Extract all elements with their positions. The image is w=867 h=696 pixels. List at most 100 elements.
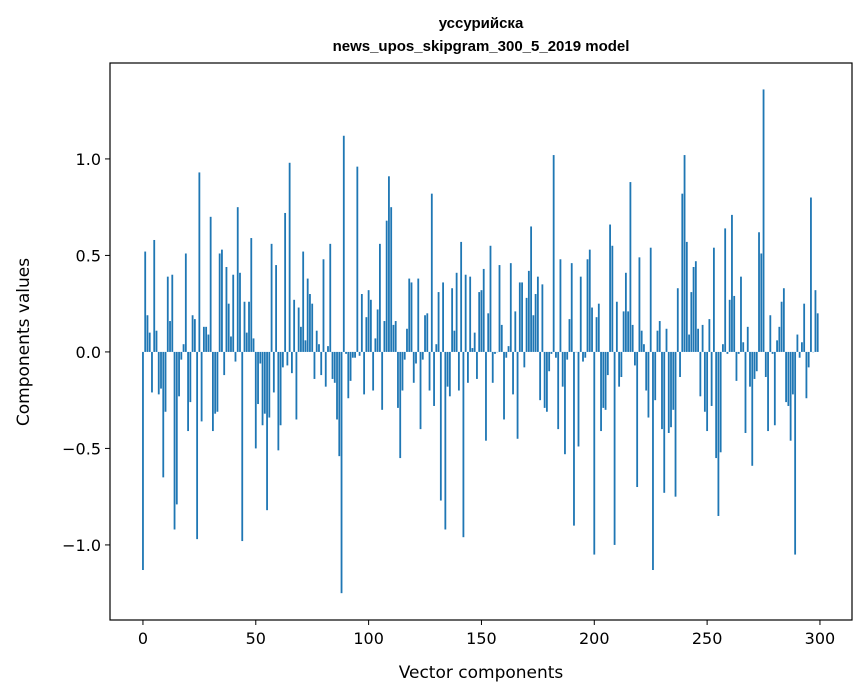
bar [737,351,740,354]
bar [421,351,424,360]
bar [437,292,440,352]
bar [613,351,616,545]
bar [146,315,149,352]
bar [810,197,812,352]
bar [453,330,456,352]
bar [645,351,648,391]
bar [234,351,237,362]
bar [579,276,582,352]
bar [365,317,368,352]
bar [464,274,467,352]
bar [803,303,806,352]
bar [313,351,316,379]
bar [676,288,679,352]
bar [588,249,591,352]
bar [216,351,219,412]
bar [500,324,503,352]
bar [333,351,336,383]
bar [573,351,575,526]
bar [281,351,284,368]
bar [254,351,257,449]
bar [487,313,490,352]
bar [297,307,300,352]
bar [518,282,521,352]
bar [451,288,454,352]
bar [762,89,765,352]
bar [769,315,772,352]
bar [771,351,774,354]
bar [406,328,408,352]
bar [148,332,151,352]
bar [248,301,250,352]
bar [789,351,792,441]
bar [417,278,420,352]
bar [473,332,476,352]
bar [494,351,496,354]
bar [577,351,580,447]
bar [685,241,688,352]
bar [798,351,801,358]
bar [708,319,711,352]
x-tick-label: 150 [466,629,497,648]
bar [498,265,501,352]
chart-subtitle: news_upos_skipgram_300_5_2019 model [333,38,630,55]
bar [383,321,386,352]
bar [509,263,512,352]
bar [485,351,487,441]
bar [629,182,632,352]
bar [462,351,465,538]
bar [807,351,810,368]
bar [209,216,212,352]
bar [424,315,426,352]
y-tick-label: 0.5 [76,246,101,265]
bar [270,243,273,352]
bar [354,351,356,358]
bar [764,351,767,378]
bar [717,351,720,516]
bar [367,290,370,352]
bar [631,324,634,352]
bar [345,351,347,354]
bar [514,311,517,352]
bar [460,241,463,352]
bar [266,351,268,511]
bar [169,321,171,352]
bar [189,351,192,403]
bar [200,351,203,422]
bar [439,351,442,501]
bar [785,351,788,403]
bar [523,351,526,368]
bar [162,351,165,478]
bar [467,351,469,383]
bar [582,351,584,362]
bar [351,351,354,358]
bar [342,135,345,352]
bar [311,303,314,352]
y-axis-label: Components values [14,258,34,426]
bar [478,292,481,352]
bar [340,351,343,594]
bar [679,351,681,378]
bar [410,282,413,352]
bar [207,334,210,352]
bar [663,351,666,493]
bar [735,351,738,381]
bar [627,311,630,352]
bar [223,351,226,376]
bar [304,340,307,352]
bar [180,351,183,360]
bar [697,328,699,352]
bar [555,351,557,358]
bar [394,321,397,352]
bar [719,351,722,453]
bar [527,270,530,352]
bar [796,334,799,352]
bar [780,301,783,352]
bar [545,351,548,412]
bar [444,351,447,530]
bar [360,294,363,352]
bar [541,284,544,352]
bar [624,272,627,352]
bar [245,332,248,352]
bar [638,257,641,352]
